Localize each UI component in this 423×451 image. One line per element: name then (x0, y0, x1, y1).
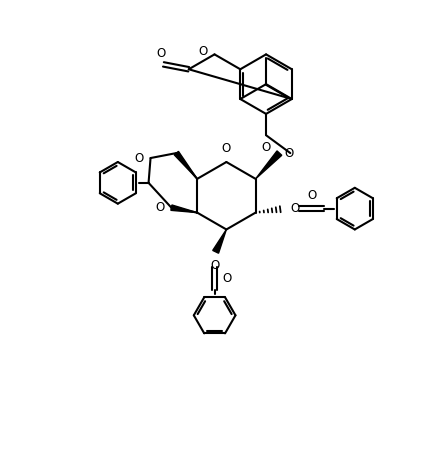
Text: O: O (199, 46, 208, 58)
Text: O: O (307, 189, 316, 202)
Text: O: O (156, 201, 165, 214)
Text: O: O (290, 202, 299, 215)
Text: O: O (222, 142, 231, 155)
Text: O: O (284, 147, 294, 160)
Text: O: O (210, 259, 219, 272)
Polygon shape (213, 230, 226, 253)
Text: O: O (222, 272, 231, 285)
Text: O: O (157, 47, 166, 60)
Text: O: O (135, 152, 144, 165)
Polygon shape (174, 152, 197, 179)
Polygon shape (171, 205, 197, 212)
Text: O: O (261, 141, 271, 154)
Polygon shape (255, 151, 282, 179)
